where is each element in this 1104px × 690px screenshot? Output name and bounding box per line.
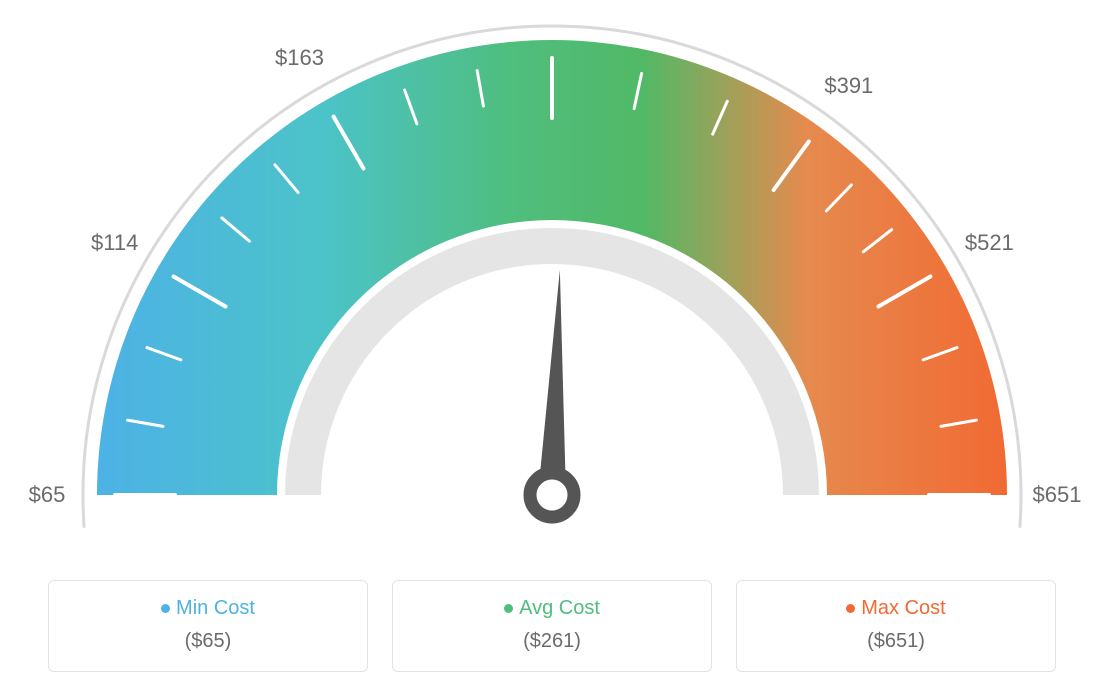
legend-value: ($261) xyxy=(403,630,701,653)
legend-title: Max Cost xyxy=(747,597,1045,620)
gauge-tick-label: $391 xyxy=(824,73,873,99)
gauge-svg xyxy=(0,0,1104,560)
legend-value: ($651) xyxy=(747,630,1045,653)
legend-dot-icon xyxy=(161,604,170,613)
gauge-tick-label: $163 xyxy=(275,45,324,71)
gauge-tick-label: $651 xyxy=(1033,482,1082,508)
gauge-tick-label: $521 xyxy=(965,230,1014,256)
legend-card: Avg Cost ($261) xyxy=(392,580,712,672)
gauge-tick-label: $65 xyxy=(29,482,66,508)
gauge-chart: $65$114$163$261$391$521$651 xyxy=(0,0,1104,560)
legend-value: ($65) xyxy=(59,630,357,653)
legend-title: Avg Cost xyxy=(403,597,701,620)
legend-card: Min Cost ($65) xyxy=(48,580,368,672)
legend-title: Min Cost xyxy=(59,597,357,620)
legend-title-text: Max Cost xyxy=(861,597,945,619)
gauge-tick-label: $114 xyxy=(91,230,138,256)
legend-title-text: Avg Cost xyxy=(519,597,600,619)
legend-dot-icon xyxy=(846,604,855,613)
legend-card: Max Cost ($651) xyxy=(736,580,1056,672)
legend-dot-icon xyxy=(504,604,513,613)
legend-row: Min Cost ($65) Avg Cost ($261) Max Cost ($651… xyxy=(0,580,1104,672)
legend-title-text: Min Cost xyxy=(176,597,255,619)
